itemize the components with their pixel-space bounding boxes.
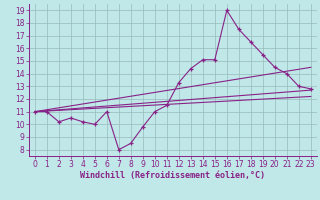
X-axis label: Windchill (Refroidissement éolien,°C): Windchill (Refroidissement éolien,°C)	[80, 171, 265, 180]
